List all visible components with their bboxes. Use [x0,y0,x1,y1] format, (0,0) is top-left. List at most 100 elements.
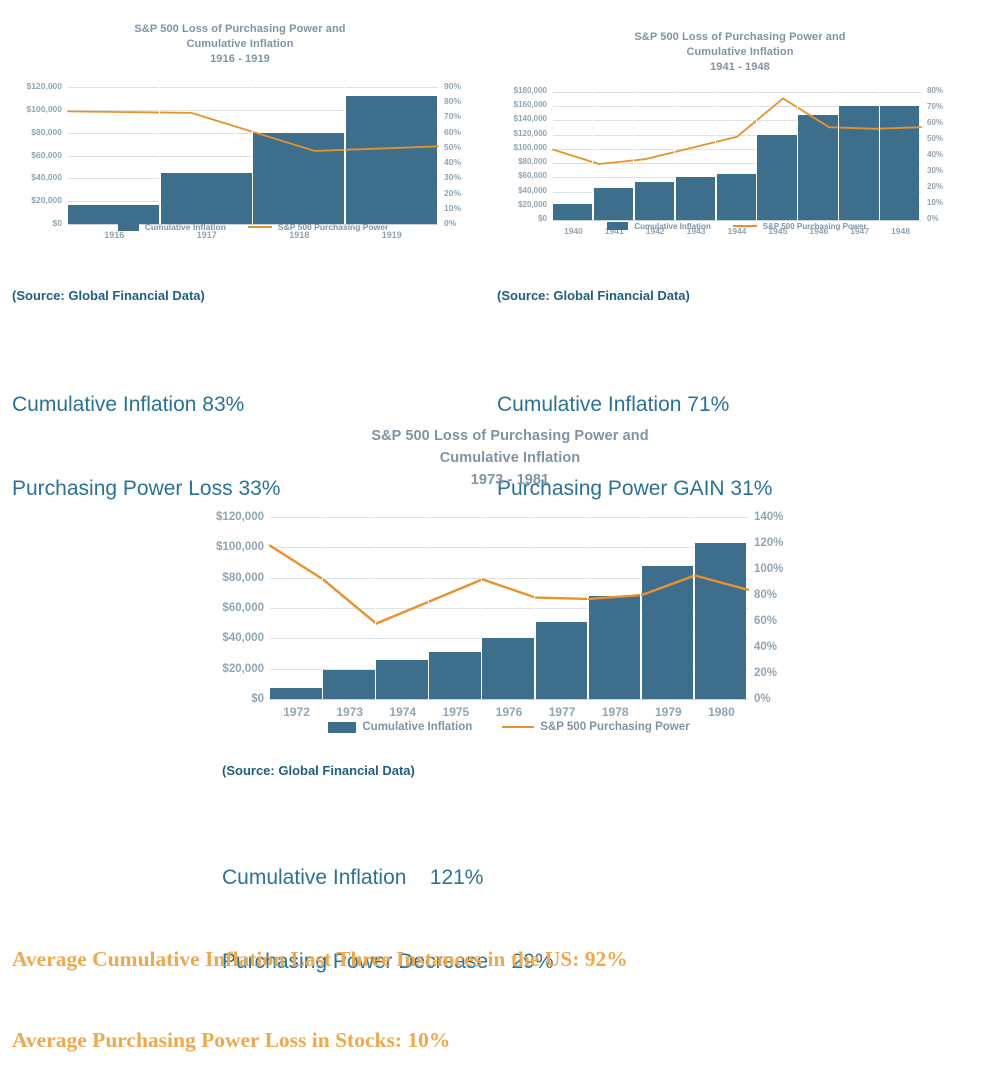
x-axis-tick-label: 1972 [283,705,310,719]
footer-line-2: Average Purchasing Power Loss in Stocks:… [12,1028,451,1052]
legend-item-purchasing-power: S&P 500 Purchasing Power [732,222,867,231]
bar-separator [592,92,594,220]
y-axis-right-tick-label: 20% [444,187,462,198]
bar [429,651,481,699]
x-axis-tick-label: 1948 [891,226,910,236]
x-axis-tick-label: 1980 [708,705,735,719]
y-axis-right-tick-label: 40% [754,641,778,653]
gridline [553,148,921,150]
bar-separator [321,517,323,699]
x-axis-tick-label: 1940 [563,226,583,236]
legend-label: S&P 500 Purchasing Power [277,222,389,232]
stat-line: Cumulative Inflation 121% [222,866,484,889]
legend-label: Cumulative Inflation [362,721,473,733]
y-axis-right-tick-label: 20% [927,182,944,191]
bar-separator [480,517,482,699]
y-axis-left-tick-label: $0 [538,214,547,223]
x-axis-tick-label: 1945 [768,226,788,236]
gridline [553,134,921,136]
chart-legend: Cumulative Inflation S&P 500 Purchasing … [553,218,921,234]
bar-separator [755,92,757,220]
x-axis-tick-label: 1917 [196,230,217,240]
y-axis-left-tick-label: $20,000 [31,195,62,206]
plot-frame: $0 $20,000 $40,000 $60,000 $80,000 $100,000 $1… [514,86,943,236]
bar-separator [344,87,345,224]
footer-summary: Average Cumulative Inflation Last Three … [12,892,628,1081]
bar [68,204,159,224]
y-axis-right-tick-label: 60% [927,118,944,127]
footer-line-1: Average Cumulative Inflation Last Three … [12,947,628,971]
source-note-1: (Source: Global Financial Data) [12,288,205,303]
x-axis-tick-label: 1947 [850,226,870,236]
source-note-3: (Source: Global Financial Data) [222,763,415,778]
bar-separator [587,517,589,699]
y-axis-right-tick-label: 70% [444,111,462,122]
bar-separator [674,92,676,220]
y-axis-left-tick-label: $100,000 [513,142,547,152]
bar [588,595,641,699]
x-axis-tick-label: 1978 [601,705,629,719]
y-axis-left-tick-label: $20,000 [518,199,547,209]
x-axis-tick-label: 1941 [604,226,624,236]
y-axis-left-tick-label: $140,000 [513,114,547,124]
gridline [553,220,921,221]
legend-label: S&P 500 Purchasing Power [540,721,690,733]
x-axis-tick-label: 1979 [654,705,682,719]
y-axis-left-tick-label: $80,000 [31,126,62,137]
y-axis-right-tick-label: 40% [444,157,462,168]
gridline [68,109,438,111]
y-axis-left-tick-label: $20,000 [222,662,264,675]
y-axis-right-tick-label: 70% [927,102,944,111]
x-axis-tick-label: 1918 [289,230,310,240]
bar-separator [427,517,429,699]
y-axis-left-tick-label: $0 [52,218,62,228]
x-axis-tick-label: 1973 [336,705,364,719]
stat-line: Cumulative Inflation 83% [12,393,245,416]
plot-area: $0 $20,000 $40,000 $60,000 $80,000 $100,000 $1… [0,79,480,240]
chart-panel-1916-1919: S&P 500 Loss of Purchasing Power and Cum… [0,22,480,240]
bar-separator [251,87,253,224]
plot-frame: $0 $20,000 $40,000 $60,000 $80,000 $100,000 $1… [216,511,783,719]
y-axis-left-tick-label: $180,000 [513,86,547,95]
y-axis-right-tick-label: 40% [927,150,944,159]
x-axis-tick-label: 1975 [442,705,470,719]
bar-separator [159,87,160,224]
y-axis-left-tick-label: $120,000 [26,81,62,91]
y-axis-right-tick-label: 100% [754,563,784,575]
x-axis-tick-label: 1976 [495,705,523,719]
bar-swatch-icon [328,721,357,733]
gridline [553,92,921,93]
bar [482,638,535,699]
plot-frame: $0 $20,000 $40,000 $60,000 $80,000 $100,000 $1… [27,81,461,240]
bar [253,132,344,224]
gridline [68,224,438,225]
y-axis-left-tick-label: $40,000 [222,632,264,645]
bar-separator [837,92,839,220]
chart-legend: Cumulative Inflation S&P 500 Purchasing … [68,219,438,235]
y-axis-left-tick-label: $120,000 [513,128,547,138]
x-axis-tick-label: 1916 [104,230,125,240]
y-axis-left-tick-label: $60,000 [518,171,547,181]
chart-title: S&P 500 Loss of Purchasing Power and Cum… [634,31,846,73]
legend-item-purchasing-power: S&P 500 Purchasing Power [502,721,690,733]
bar [757,135,797,220]
chart-title: S&P 500 Loss of Purchasing Power and Cum… [371,428,649,488]
bar [535,622,588,699]
y-axis-right-tick-label: 0% [927,214,939,223]
chart-title: S&P 500 Loss of Purchasing Power and Cum… [134,23,346,65]
chart-panel-1973-1981: S&P 500 Loss of Purchasing Power and Cum… [200,425,820,733]
line-swatch-icon [732,225,757,227]
legend-item-cumulative-inflation: Cumulative Inflation [607,221,711,231]
stats-block-2: Cumulative Inflation 71% Purchasing Powe… [497,335,772,531]
gridline [68,87,438,88]
stat-line: Cumulative Inflation 71% [497,393,730,416]
y-axis-right-tick-label: 60% [444,126,462,137]
chart-legend: Cumulative Inflation S&P 500 Purchasing … [270,717,748,737]
legend-label: Cumulative Inflation [634,221,711,231]
plot-area: $0 $20,000 $40,000 $60,000 $80,000 $100,000 $1… [200,509,820,719]
y-axis-right-tick-label: 20% [754,667,778,679]
stat-line: Purchasing Power GAIN 31% [497,477,773,500]
bar-separator [715,92,717,220]
y-axis-right-tick-label: 90% [444,81,462,91]
legend-item-purchasing-power: S&P 500 Purchasing Power [247,222,389,232]
